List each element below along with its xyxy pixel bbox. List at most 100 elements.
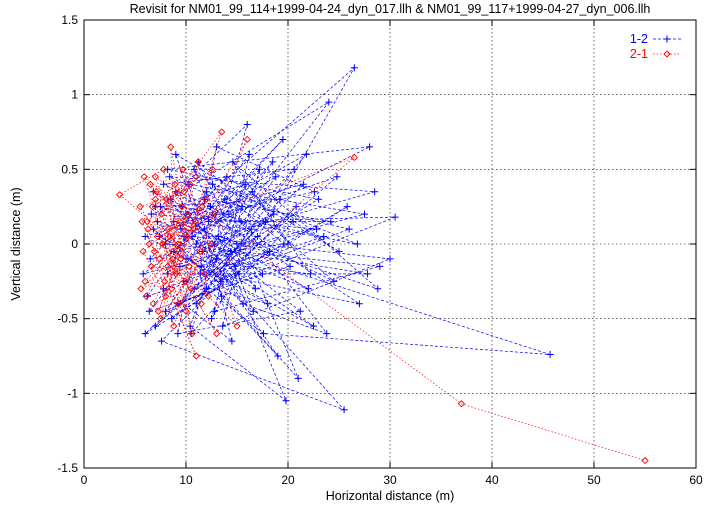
data-point-plus xyxy=(280,240,288,248)
data-point-diamond xyxy=(150,247,159,256)
x-axis-title: Horizontal distance (m) xyxy=(326,489,455,503)
data-point-diamond xyxy=(166,232,174,241)
data-point-plus xyxy=(279,135,287,143)
data-point-plus xyxy=(239,300,247,308)
data-point-plus xyxy=(350,64,358,72)
data-point-plus xyxy=(174,330,182,338)
data-point-diamond xyxy=(172,270,180,278)
data-point-plus xyxy=(164,165,172,173)
data-point-diamond xyxy=(140,173,148,181)
x-tick-label: 20 xyxy=(281,473,295,487)
data-point-diamond xyxy=(160,277,169,285)
data-point-plus xyxy=(238,203,246,211)
x-tick-label: 40 xyxy=(485,473,499,487)
data-point-diamond xyxy=(164,262,172,271)
data-point-diamond xyxy=(136,203,144,211)
data-point-plus xyxy=(366,143,374,151)
data-point-diamond xyxy=(182,307,190,315)
data-point-diamond xyxy=(233,322,241,330)
legend-label: 1-2 xyxy=(630,32,648,46)
data-point-plus xyxy=(218,292,226,300)
data-point-diamond xyxy=(186,180,194,188)
data-point-plus xyxy=(209,180,217,188)
data-point-plus xyxy=(255,165,263,173)
data-point-diamond xyxy=(194,158,202,166)
data-point-diamond xyxy=(116,191,124,199)
data-point-diamond xyxy=(181,277,189,285)
data-point-diamond xyxy=(148,203,156,211)
data-point-plus xyxy=(264,300,272,308)
data-point-plus xyxy=(162,307,170,315)
data-point-plus xyxy=(139,270,147,278)
data-point-plus xyxy=(233,240,241,248)
data-point-diamond xyxy=(144,225,152,233)
data-point-plus xyxy=(243,121,251,129)
data-point-diamond xyxy=(185,262,193,271)
series-2 xyxy=(116,128,649,465)
data-point-diamond xyxy=(137,285,145,293)
data-point-diamond xyxy=(154,307,163,315)
data-point-diamond xyxy=(350,153,358,162)
data-point-diamond xyxy=(171,180,179,188)
data-point-plus xyxy=(546,351,554,359)
data-point-diamond xyxy=(169,255,177,263)
data-point-diamond xyxy=(218,128,226,136)
data-point-plus xyxy=(251,285,259,293)
data-point-plus xyxy=(228,337,236,345)
data-point-diamond xyxy=(191,217,199,226)
data-point-plus xyxy=(306,270,314,278)
data-point-plus xyxy=(215,233,223,241)
data-point-plus xyxy=(141,330,149,338)
data-point-plus xyxy=(158,337,166,345)
data-point-diamond xyxy=(168,285,176,293)
data-point-plus xyxy=(304,285,312,293)
data-point-plus xyxy=(353,240,361,248)
data-point-plus xyxy=(146,255,154,263)
data-point-diamond xyxy=(158,240,167,248)
data-point-plus xyxy=(274,352,282,360)
data-point-diamond xyxy=(196,247,204,256)
data-point-plus xyxy=(178,203,186,211)
data-point-plus xyxy=(292,203,300,211)
data-point-diamond xyxy=(192,173,200,181)
data-point-plus xyxy=(197,262,205,270)
data-point-diamond xyxy=(178,203,186,211)
data-point-plus xyxy=(266,247,274,255)
data-point-plus xyxy=(160,180,168,188)
data-point-diamond xyxy=(149,300,157,308)
data-point-diamond xyxy=(153,232,162,241)
data-point-plus xyxy=(270,210,278,218)
legend-marker-plus xyxy=(663,35,671,43)
data-point-plus xyxy=(343,203,351,211)
data-point-diamond xyxy=(190,225,198,233)
data-point-plus xyxy=(245,150,253,158)
data-point-diamond xyxy=(175,300,183,308)
data-point-plus xyxy=(282,397,290,405)
data-point-plus xyxy=(196,270,204,278)
data-point-plus xyxy=(286,262,294,270)
y-tick-label: 1 xyxy=(71,88,78,102)
data-point-diamond xyxy=(202,195,211,203)
data-point-plus xyxy=(249,307,257,315)
data-point-diamond xyxy=(180,188,188,196)
x-tick-label: 0 xyxy=(81,473,88,487)
data-point-diamond xyxy=(208,165,217,173)
data-point-diamond xyxy=(243,135,251,144)
data-point-plus xyxy=(289,218,297,226)
data-point-plus xyxy=(262,218,270,226)
data-point-diamond xyxy=(142,292,150,300)
data-point-plus xyxy=(227,247,235,255)
x-tick-label: 50 xyxy=(587,473,601,487)
data-point-plus xyxy=(374,285,382,293)
data-point-plus xyxy=(211,307,219,315)
data-point-diamond xyxy=(162,195,171,203)
data-point-diamond xyxy=(192,352,200,360)
data-point-diamond xyxy=(145,240,153,248)
data-point-plus xyxy=(330,277,338,285)
data-point-plus xyxy=(235,270,243,278)
data-point-diamond xyxy=(187,285,195,293)
data-point-plus xyxy=(217,277,225,285)
data-point-diamond xyxy=(212,329,221,338)
data-point-plus xyxy=(247,225,255,233)
